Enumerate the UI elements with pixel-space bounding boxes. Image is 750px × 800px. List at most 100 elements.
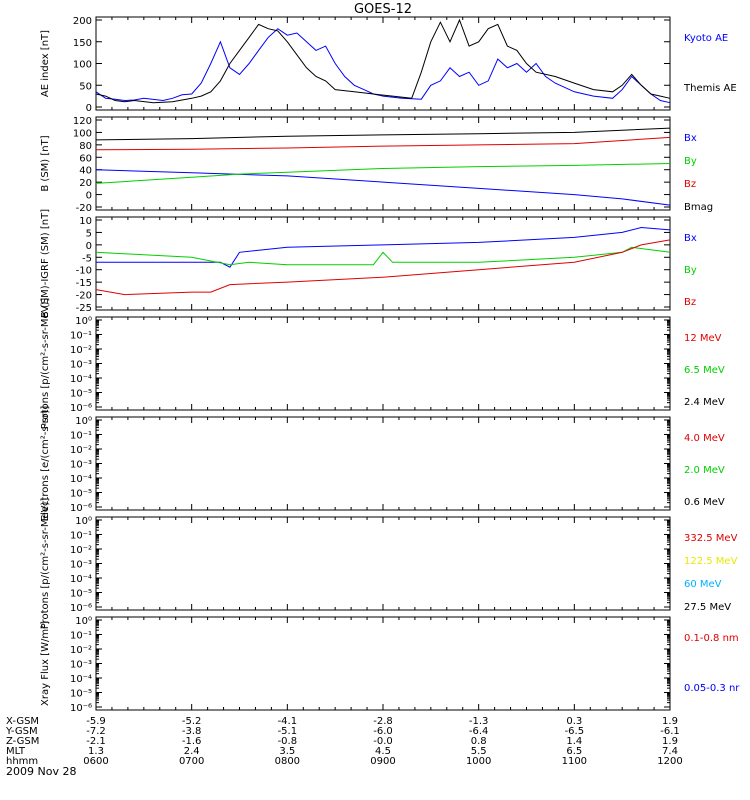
ephemeris-row-label: X-GSM bbox=[6, 716, 39, 727]
y-tick-label: 10⁻⁴ bbox=[70, 674, 92, 685]
chart-title: GOES-12 bbox=[354, 2, 412, 17]
legend-entry: Bz bbox=[684, 179, 696, 190]
legend-entry: 4.0 MeV bbox=[684, 433, 725, 444]
ephemeris-value: -4.1 bbox=[278, 716, 298, 727]
ephemeris-value: -6.4 bbox=[469, 726, 489, 737]
ephemeris-value: 0900 bbox=[370, 756, 395, 767]
ephemeris-value: 0600 bbox=[83, 756, 108, 767]
panel-protons1: Protons [p/(cm²-s-sr-MeV)] 10⁰ 10⁻¹ 10⁻² 10⁻… bbox=[40, 298, 725, 430]
y-tick-label: 100 bbox=[73, 60, 92, 71]
y-axis-label: B (SM) [nT] bbox=[40, 135, 51, 191]
y-tick-label: 0 bbox=[86, 191, 92, 202]
legend-entry: By bbox=[684, 265, 697, 276]
ephemeris-row-label: MLT bbox=[6, 746, 26, 757]
y-tick-label: -15 bbox=[76, 278, 92, 289]
ephemeris-value: 7.4 bbox=[662, 746, 678, 757]
y-tick-label: 0 bbox=[86, 103, 92, 114]
ephemeris-value: 1.9 bbox=[662, 716, 678, 727]
y-tick-label: 10⁻⁵ bbox=[70, 389, 92, 400]
series-by-line bbox=[95, 246, 671, 266]
ephemeris-value: 1.9 bbox=[662, 736, 678, 747]
legend-entry: Bz bbox=[684, 297, 696, 308]
legend-entry: By bbox=[684, 156, 697, 167]
y-tick-label: 5 bbox=[86, 228, 92, 239]
legend-entry: 60 MeV bbox=[684, 579, 722, 590]
y-tick-label: 10⁻⁵ bbox=[70, 489, 92, 500]
date-label: 2009 Nov 28 bbox=[6, 765, 76, 778]
panel-frame bbox=[95, 616, 671, 711]
legend-entry: Themis AE bbox=[683, 83, 737, 94]
legend-entry: 332.5 MeV bbox=[684, 533, 738, 544]
y-tick-label: 10⁻³ bbox=[70, 660, 92, 671]
y-tick-label: 10 bbox=[79, 216, 92, 227]
series-bz-line bbox=[95, 136, 671, 151]
ephemeris-value: 2.4 bbox=[184, 746, 200, 757]
y-tick-label: 10⁻⁵ bbox=[70, 589, 92, 600]
legend-entry: 12 MeV bbox=[684, 333, 722, 344]
y-tick-label: 10⁻³ bbox=[70, 360, 92, 371]
legend-entry: Bmag bbox=[684, 202, 713, 213]
series-kyoto-ae-line bbox=[95, 28, 671, 104]
ephemeris-row-label: Y-GSM bbox=[5, 726, 38, 737]
legend-entry: 122.5 MeV bbox=[684, 556, 738, 567]
y-tick-label: 150 bbox=[73, 38, 92, 49]
ephemeris-value: -6.0 bbox=[373, 726, 393, 737]
y-axis-label: AE index [nT] bbox=[40, 30, 51, 97]
panel-ae: AE index [nT] 0 50 100 150 200 Kyoto AE Themis … bbox=[40, 16, 737, 114]
y-tick-label: -20 bbox=[76, 291, 92, 302]
y-tick-label: 40 bbox=[79, 166, 92, 177]
ephemeris-value: -1.6 bbox=[182, 736, 202, 747]
legend-entry: Kyoto AE bbox=[684, 33, 728, 44]
legend-entry: 6.5 MeV bbox=[684, 365, 725, 376]
series-bx-line bbox=[95, 169, 671, 206]
y-tick-label: 10⁻⁵ bbox=[70, 689, 92, 700]
y-tick-label: 10⁻⁶ bbox=[70, 403, 92, 414]
ephemeris-value: 6.5 bbox=[566, 746, 582, 757]
y-tick-label: 200 bbox=[73, 16, 92, 27]
legend-entry: 27.5 MeV bbox=[684, 602, 731, 613]
y-tick-label: 10⁻² bbox=[70, 345, 92, 356]
ephemeris-value: -6.5 bbox=[565, 726, 585, 737]
y-tick-label: 60 bbox=[79, 153, 92, 164]
y-tick-label: 10⁻¹ bbox=[70, 431, 92, 442]
ephemeris-value: 1100 bbox=[562, 756, 587, 767]
legend-entry: 0.05-0.3 nr bbox=[684, 683, 740, 694]
y-tick-label: -25 bbox=[76, 303, 92, 314]
ephemeris-value: 1.4 bbox=[566, 736, 582, 747]
y-tick-label: 10⁰ bbox=[75, 416, 92, 427]
ephemeris-value: -0.0 bbox=[373, 736, 393, 747]
ephemeris-value: -1.3 bbox=[469, 716, 489, 727]
ephemeris-value: -5.2 bbox=[182, 716, 202, 727]
panel-xray: Xray Flux [W/m²] 10⁰ 10⁻¹ 10⁻² 10⁻³ 10⁻⁴ 10⁻⁵ 1… bbox=[40, 616, 740, 714]
y-tick-label: 10⁻⁴ bbox=[70, 574, 92, 585]
ephemeris-value: -0.8 bbox=[278, 736, 298, 747]
y-tick-label: 10⁻² bbox=[70, 645, 92, 656]
ephemeris-value: 1.3 bbox=[88, 746, 104, 757]
y-tick-label: 10⁻⁶ bbox=[70, 503, 92, 514]
ephemeris-value: 5.5 bbox=[471, 746, 487, 757]
ephemeris-value: 0700 bbox=[179, 756, 204, 767]
ephemeris-value: 0.8 bbox=[471, 736, 487, 747]
y-tick-label: 10⁰ bbox=[75, 516, 92, 527]
legend-entry: 2.0 MeV bbox=[684, 465, 725, 476]
y-tick-label: 10⁻⁶ bbox=[70, 703, 92, 714]
ephemeris-value: -2.1 bbox=[86, 736, 106, 747]
series-bmag-line bbox=[95, 127, 671, 141]
series-by-line bbox=[95, 163, 671, 184]
ephemeris-value: 1000 bbox=[466, 756, 491, 767]
ephemeris-value: 1200 bbox=[657, 756, 682, 767]
legend-entry: Bx bbox=[684, 133, 697, 144]
panel-frame bbox=[95, 116, 671, 211]
y-tick-label: 10⁻² bbox=[70, 545, 92, 556]
legend-entry: Bx bbox=[684, 233, 697, 244]
x-axis-ephemeris-table: X-GSM -5.9 -5.2 -4.1 -2.8 -1.3 0.3 1.9 Y-GSM -7.2… bbox=[5, 716, 683, 767]
y-tick-label: 20 bbox=[79, 178, 92, 189]
legend-entry: 0.1-0.8 nm bbox=[684, 633, 739, 644]
y-tick-label: 10⁻⁴ bbox=[70, 374, 92, 385]
y-tick-label: 50 bbox=[79, 81, 92, 92]
y-axis-label: Xray Flux [W/m²] bbox=[40, 621, 51, 706]
ephemeris-value: -5.9 bbox=[86, 716, 106, 727]
